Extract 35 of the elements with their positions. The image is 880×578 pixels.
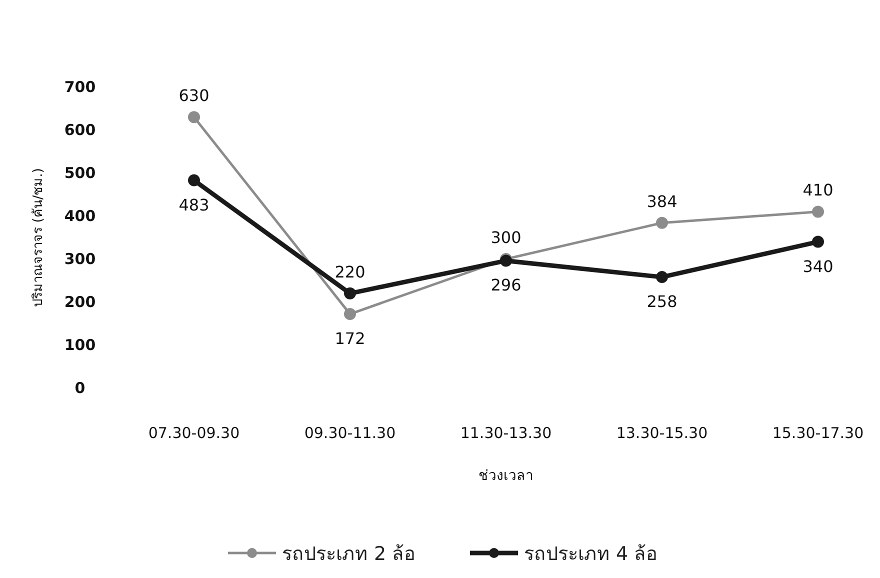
point [812, 206, 824, 218]
y-axis-title: ปริมาณจราจร (คัน/ชม.) [31, 168, 46, 307]
data-label: 220 [334, 262, 366, 282]
y-tick-label: 100 [64, 336, 96, 354]
x-axis-title: ช่วงเวลา [478, 468, 534, 484]
data-label: 172 [334, 329, 366, 348]
point [812, 236, 824, 248]
x-tick-label: 13.30-15.30 [616, 424, 708, 442]
point [656, 271, 668, 284]
y-tick-label: 300 [64, 250, 96, 268]
data-label: 340 [802, 256, 834, 276]
data-label: 410 [802, 180, 834, 200]
data-label: 300 [490, 228, 522, 247]
point [344, 308, 356, 320]
x-tick-label: 11.30-13.30 [460, 424, 552, 442]
data-label: 630 [178, 86, 210, 106]
y-tick-label: 400 [64, 207, 96, 225]
point [656, 216, 668, 229]
y-tick-label: 700 [64, 78, 96, 96]
x-tick-label: 09.30-11.30 [304, 424, 396, 442]
y-tick-label: 600 [64, 121, 96, 139]
data-label: 384 [646, 192, 678, 211]
point [344, 287, 356, 300]
y-tick-label: 0 [74, 379, 86, 397]
legend-label: รถประเภท 4 ล้อ [524, 543, 658, 565]
y-tick-label: 500 [64, 164, 96, 182]
point [188, 174, 200, 186]
y-tick-label: 200 [64, 293, 96, 311]
data-label: 483 [178, 195, 210, 214]
x-tick-label: 15.30-17.30 [772, 424, 864, 442]
data-label: 296 [490, 276, 522, 295]
legend-label: รถประเภท 2 ล้อ [282, 543, 416, 565]
x-tick-label: 07.30-09.30 [148, 424, 240, 442]
data-label: 258 [646, 292, 678, 312]
point [188, 111, 200, 124]
